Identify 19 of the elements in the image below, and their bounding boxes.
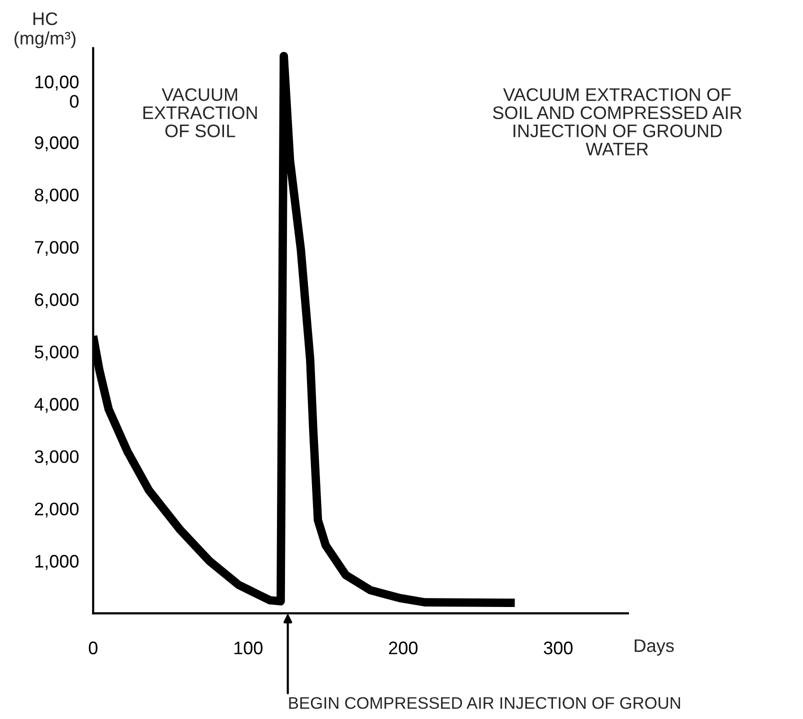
y-tick-label: 4,000 bbox=[34, 398, 79, 413]
y-tick-label: 9,000 bbox=[34, 136, 79, 152]
y-tick-label: 5,000 bbox=[34, 346, 79, 361]
annotation: VACUUM EXTRACTION OF SOIL bbox=[143, 88, 257, 138]
y-tick-label: 10,00 0 bbox=[35, 76, 79, 108]
x-tick-label: 0 bbox=[88, 642, 98, 654]
x-tick-label: 200 bbox=[389, 642, 418, 654]
y-tick-label: 2,000 bbox=[34, 502, 79, 518]
y-tick-label: 8,000 bbox=[34, 188, 79, 204]
x-tick-label: 300 bbox=[544, 642, 573, 654]
text: BEGIN COMPRESSED AIR INJECTION OF GROUN bbox=[289, 697, 680, 709]
x-tick-label: 100 bbox=[234, 642, 263, 654]
y-axis-title: HC (mg/m³) bbox=[14, 12, 76, 48]
x-axis-title: Days bbox=[634, 639, 674, 656]
y-tick-label: 6,000 bbox=[35, 293, 79, 308]
y-tick-label: 1,000 bbox=[35, 554, 79, 570]
annotation: VACUUM EXTRACTION OF SOIL AND COMPRESSED AIR INJECTION OF GROUND WATER bbox=[492, 88, 742, 156]
y-tick-label: 3,000 bbox=[34, 450, 79, 466]
y-tick-label: 7,000 bbox=[35, 240, 79, 256]
